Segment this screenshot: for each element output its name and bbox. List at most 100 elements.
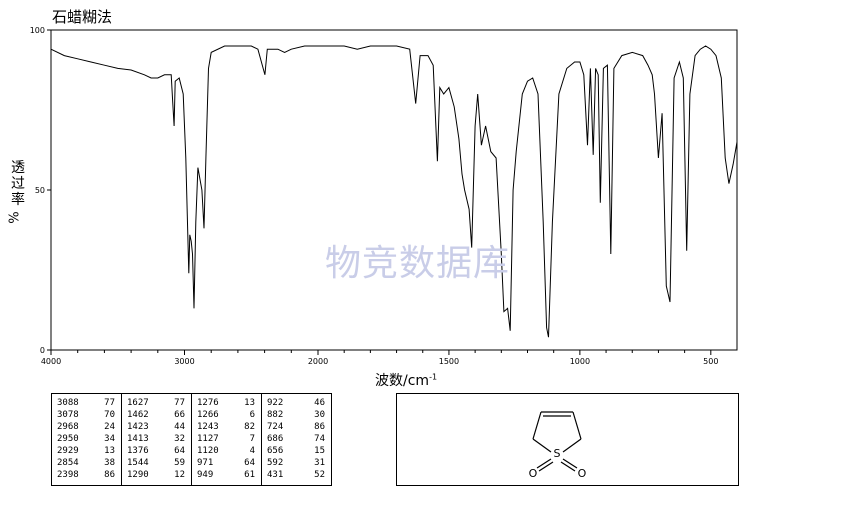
peak-row: 1413 32 [122,433,191,445]
atom-oxygen-left: O [529,467,538,480]
peak-wavenumber: 2398 [57,470,79,480]
peak-row: 2854 38 [52,457,121,469]
peak-transmittance: 64 [174,446,185,456]
peak-table-column: 3088 77 3078 70 2968 24 2950 34 2929 13 2854 38 2398… [52,394,122,485]
peak-transmittance: 70 [104,410,115,420]
peak-row: 2950 34 [52,433,121,445]
peak-wavenumber: 3078 [57,410,79,420]
peak-wavenumber: 1266 [197,410,219,420]
peak-wavenumber: 3088 [57,398,79,408]
x-axis-ticks: 4000 3000 2000 1500 1000 500 [41,350,718,366]
peak-row: 2398 86 [52,469,121,481]
peak-row: 1276 13 [192,397,261,409]
peak-transmittance: 52 [314,470,325,480]
peak-transmittance: 74 [314,434,325,444]
x-tick-label: 500 [703,357,718,366]
y-axis-ticks: 100 50 0 [30,26,51,355]
x-tick-label: 4000 [41,357,61,366]
x-axis-label: 波数/cm-1 [375,370,437,390]
watermark: 物竞数据库 [325,243,511,284]
peak-transmittance: 32 [174,434,185,444]
peak-wavenumber: 882 [267,410,284,420]
y-axis-label: 透过率 [11,160,25,208]
peak-row: 1544 59 [122,457,191,469]
peak-transmittance: 4 [249,446,255,456]
peak-row: 1127 7 [192,433,261,445]
spectrum-line [50,45,738,338]
peak-row: 1120 4 [192,445,261,457]
peak-transmittance: 30 [314,410,325,420]
structure-box: S O O [396,393,739,486]
peak-wavenumber: 1243 [197,422,219,432]
peak-row: 724 86 [262,421,331,433]
peak-row: 1627 77 [122,397,191,409]
peak-transmittance: 13 [104,446,115,456]
peak-transmittance: 86 [104,470,115,480]
peak-row: 1376 64 [122,445,191,457]
x-tick-label: 1000 [570,357,590,366]
peak-wavenumber: 2950 [57,434,79,444]
peak-transmittance: 61 [244,470,255,480]
peak-transmittance: 82 [244,422,255,432]
peak-row: 2968 24 [52,421,121,433]
peak-wavenumber: 724 [267,422,284,432]
peak-wavenumber: 1462 [127,410,149,420]
chart-title: 石蜡糊法 [52,8,113,26]
peak-transmittance: 46 [314,398,325,408]
peak-row: 882 30 [262,409,331,421]
peak-row: 686 74 [262,433,331,445]
peak-transmittance: 7 [249,434,255,444]
peak-transmittance: 77 [174,398,185,408]
y-tick-label: 100 [30,26,45,35]
peak-table-column: 922 46 882 30 724 86 686 74 656 15 592 31 431 52 [262,394,331,485]
peak-row: 1462 66 [122,409,191,421]
peak-row: 3088 77 [52,397,121,409]
peak-wavenumber: 656 [267,446,284,456]
peak-wavenumber: 592 [267,458,284,468]
peak-transmittance: 13 [244,398,255,408]
peak-wavenumber: 949 [197,470,214,480]
peak-transmittance: 38 [104,458,115,468]
peak-table-column: 1627 77 1462 66 1423 44 1413 32 1376 64 1544 59 1290… [122,394,192,485]
peak-transmittance: 77 [104,398,115,408]
y-tick-label: 50 [35,186,45,195]
peak-wavenumber: 2968 [57,422,79,432]
peak-wavenumber: 1376 [127,446,149,456]
peak-row: 431 52 [262,469,331,481]
peak-transmittance: 12 [174,470,185,480]
peak-wavenumber: 1413 [127,434,149,444]
peak-row: 1266 6 [192,409,261,421]
peak-wavenumber: 1290 [127,470,149,480]
peak-row: 656 15 [262,445,331,457]
x-tick-label: 3000 [174,357,194,366]
peak-wavenumber: 2854 [57,458,79,468]
peak-transmittance: 64 [244,458,255,468]
peak-wavenumber: 1627 [127,398,149,408]
peak-wavenumber: 1120 [197,446,219,456]
peak-table-column: 1276 13 1266 6 1243 82 1127 7 1120 4 971 64 949 61 [192,394,262,485]
peak-row: 3078 70 [52,409,121,421]
peak-row: 922 46 [262,397,331,409]
peak-row: 949 61 [192,469,261,481]
peak-wavenumber: 1276 [197,398,219,408]
atom-sulfur: S [554,447,561,460]
peak-row: 592 31 [262,457,331,469]
peak-wavenumber: 1127 [197,434,219,444]
y-tick-label: 0 [40,346,45,355]
molecule-structure: S O O [529,411,587,480]
peak-transmittance: 44 [174,422,185,432]
x-tick-label: 2000 [308,357,328,366]
peak-transmittance: 6 [249,410,255,420]
peak-wavenumber: 686 [267,434,284,444]
peak-row: 971 64 [192,457,261,469]
peak-wavenumber: 971 [197,458,214,468]
peak-transmittance: 15 [314,446,325,456]
peak-transmittance: 24 [104,422,115,432]
peak-transmittance: 31 [314,458,325,468]
peak-table: 3088 77 3078 70 2968 24 2950 34 2929 13 2854 38 2398… [51,393,332,486]
peak-wavenumber: 1544 [127,458,149,468]
x-axis-unit-sup: -1 [429,372,438,382]
peak-transmittance: 86 [314,422,325,432]
x-tick-label: 1500 [439,357,459,366]
